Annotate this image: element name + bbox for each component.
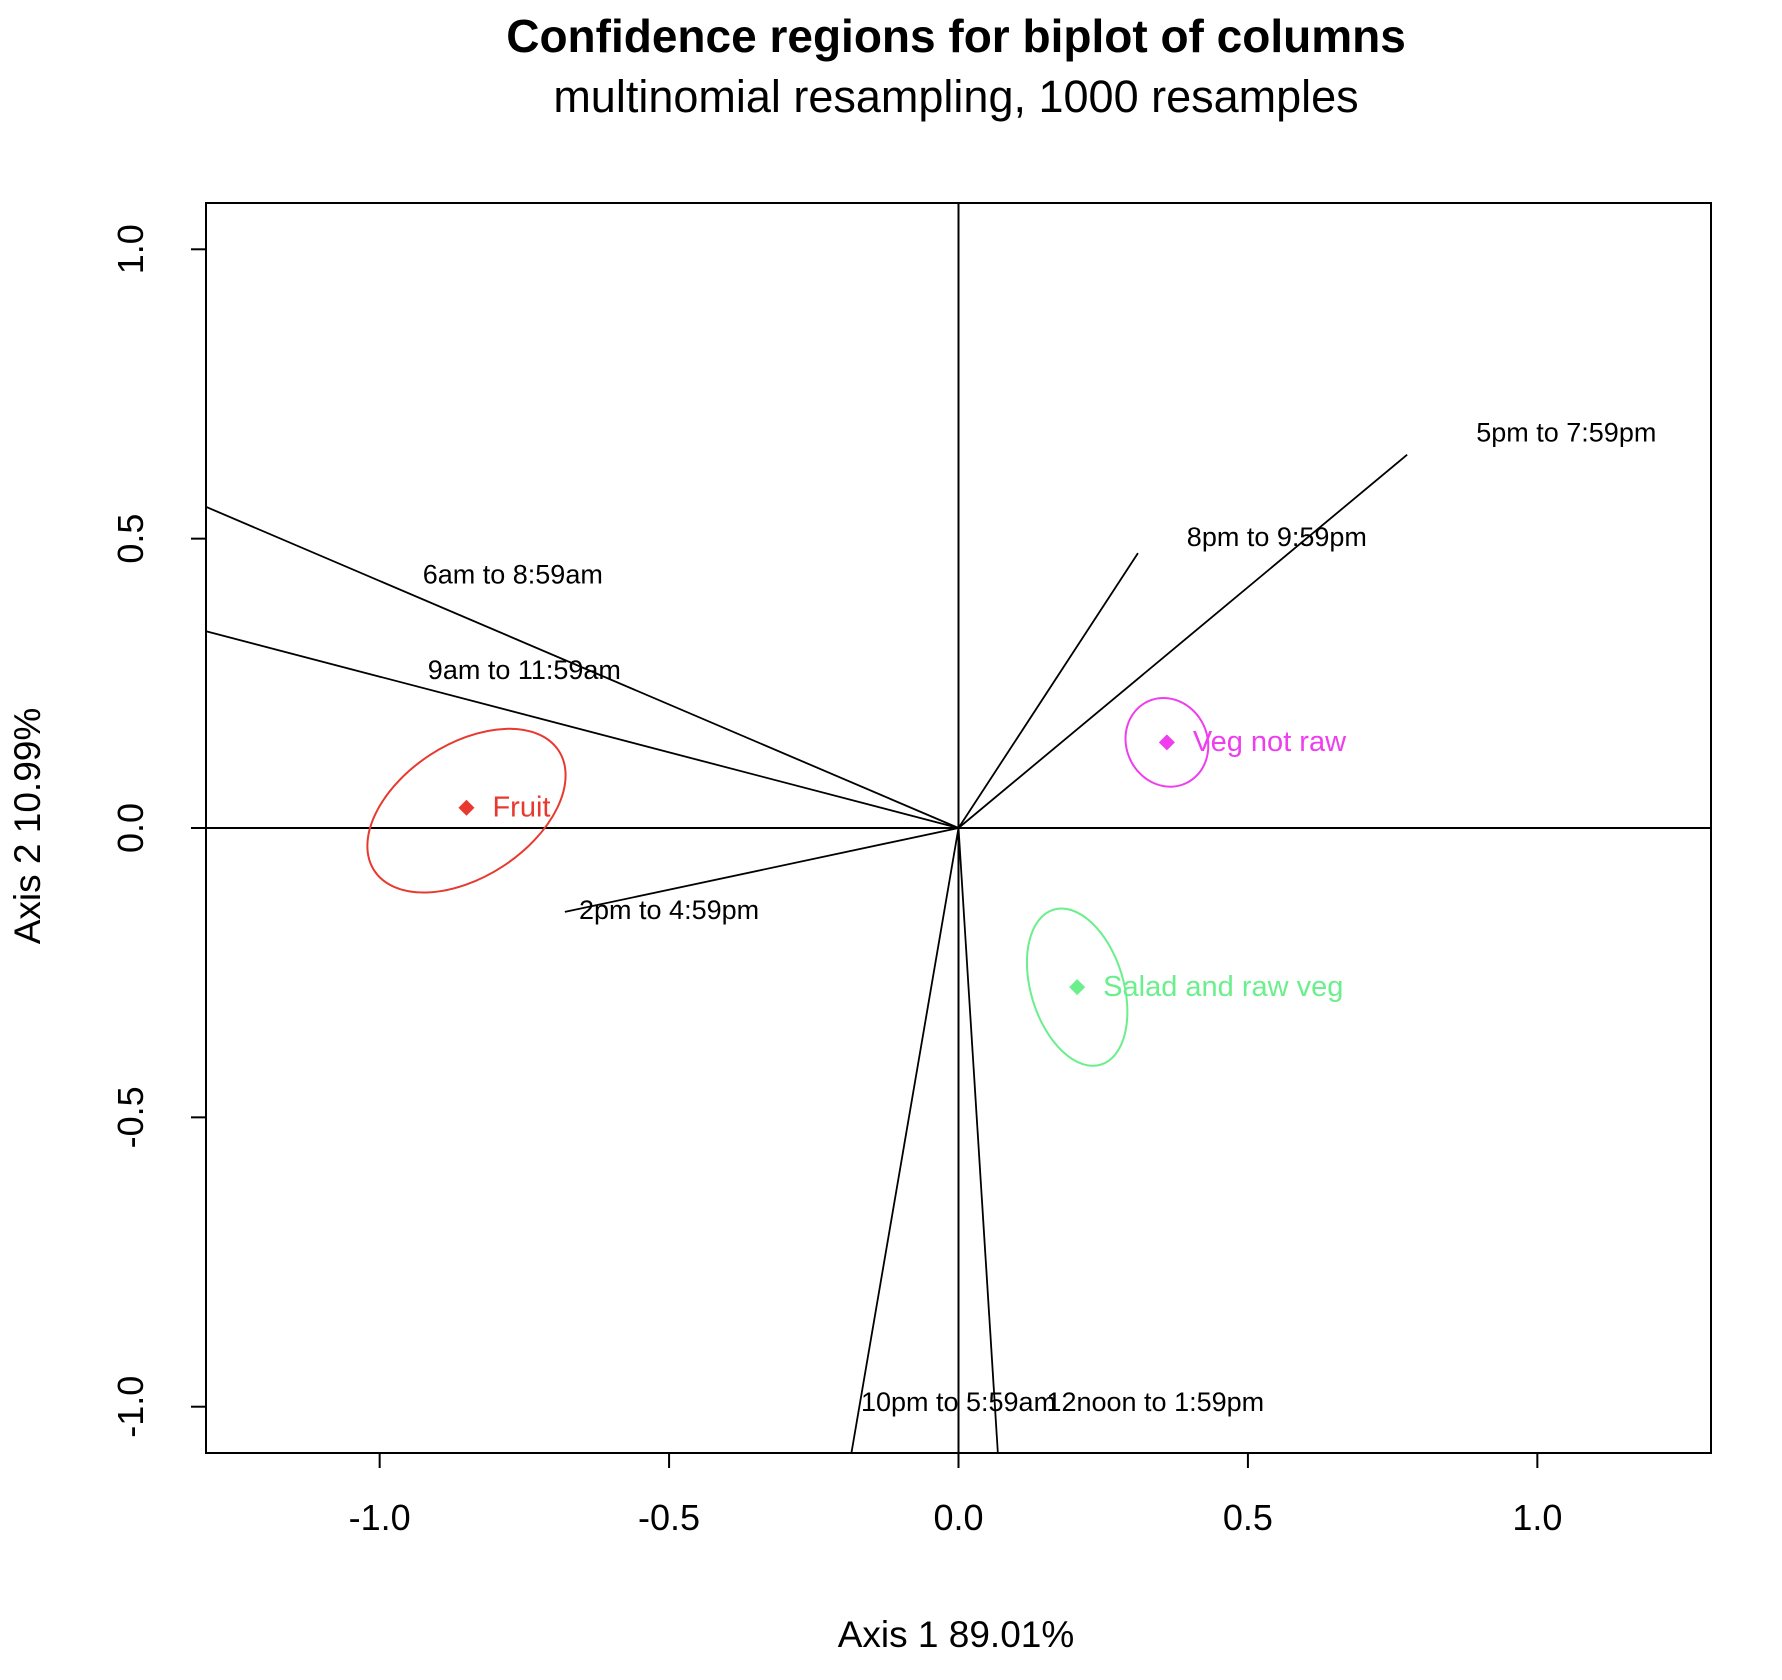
y-tick-label: 0.0: [110, 803, 151, 853]
chart-subtitle: multinomial resampling, 1000 resamples: [553, 71, 1358, 122]
y-tick-label: -1.0: [110, 1376, 151, 1438]
y-axis: -1.0 -0.5 0.0 0.5 1.0: [110, 224, 207, 1438]
point-marker: [1158, 734, 1175, 751]
y-axis-label: Axis 2 10.99%: [7, 708, 48, 945]
vector-label: 6am to 8:59am: [423, 559, 603, 589]
vector-label: 9am to 11:59am: [428, 655, 621, 685]
x-tick-label: 1.0: [1512, 1497, 1562, 1538]
vector-label: 10pm to 5:59am: [861, 1387, 1056, 1417]
x-axis-label: Axis 1 89.01%: [838, 1614, 1075, 1655]
point-marker: [1069, 979, 1086, 996]
y-tick-label: 0.5: [110, 514, 151, 564]
vector-line: [957, 552, 1139, 829]
point-label: Veg not raw: [1193, 726, 1347, 758]
x-tick-label: -0.5: [638, 1497, 700, 1538]
x-tick-label: 0.5: [1223, 1497, 1273, 1538]
confidence-ellipse: [1124, 697, 1210, 788]
vector-line: [205, 630, 959, 829]
y-tick-label: 1.0: [110, 224, 151, 274]
confidence-ellipse: [366, 727, 567, 894]
vector-line: [564, 827, 959, 913]
vector-label: 8pm to 9:59pm: [1187, 522, 1367, 552]
chart-title: Confidence regions for biplot of columns: [506, 10, 1406, 62]
confidence-ellipse: [1025, 907, 1129, 1067]
vector-line: [957, 827, 999, 1454]
y-tick-label: -0.5: [110, 1086, 151, 1148]
vector-label: 12noon to 1:59pm: [1046, 1387, 1264, 1417]
point-marker: [458, 799, 475, 816]
vector-label: 2pm to 4:59pm: [579, 895, 759, 925]
vector-label: 5pm to 7:59pm: [1476, 418, 1656, 448]
vector-line: [850, 827, 960, 1454]
point-label: Salad and raw veg: [1103, 971, 1343, 1003]
vector-line: [957, 454, 1408, 829]
point-markers: Fruit Veg not raw Salad and raw veg: [366, 697, 1347, 1067]
x-axis: -1.0 -0.5 0.0 0.5 1.0: [349, 1452, 1562, 1538]
point-label: Fruit: [492, 791, 550, 823]
x-tick-label: 0.0: [933, 1497, 983, 1538]
column-vectors: 6am to 8:59am 9am to 11:59am 2pm to 4:59pm…: [205, 418, 1656, 1454]
vector-line: [205, 505, 959, 829]
x-tick-label: -1.0: [349, 1497, 411, 1538]
